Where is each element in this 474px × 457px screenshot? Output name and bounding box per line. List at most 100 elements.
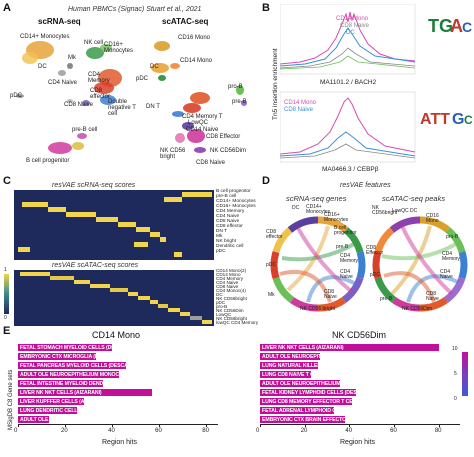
tick-right-2 [349, 424, 351, 427]
b-top-legend-cd8-naive: CD8 Naive [340, 23, 370, 29]
chord-right-label: pre-B [380, 296, 393, 302]
umap-plots [16, 41, 247, 154]
panel-c-colorbar-max: 1 [4, 267, 7, 273]
atac-label-cd8-naive: CD8 Naive [196, 160, 226, 166]
atac-row-label: NK CD56bright [216, 316, 247, 321]
bar-left-7 [18, 407, 77, 414]
panel-e-colorbar-mid: 5 [454, 371, 457, 377]
footprint-bottom [280, 91, 416, 163]
atac-row-label: lowQC CD4 Memory [216, 320, 259, 325]
rna-row-label: CD4 Memory [216, 209, 245, 214]
chord-right-label: NK CD56bright [372, 205, 398, 216]
chord-right [372, 216, 468, 312]
tick-label-right-3: 60 [390, 428, 397, 434]
chord-right-label: DC [410, 208, 418, 214]
bar-label-left-7: LUNG DENDRITIC CELL (TRAVAGLINI) [20, 407, 112, 414]
rna-label-b-cell-progenitor: B cell progenitor [26, 158, 70, 164]
rna-label-cd4-naive: CD4 Naive [48, 80, 78, 86]
chord-right-label: CD8 Effector [366, 245, 384, 256]
tick-left-2 [112, 424, 114, 427]
umap-rna-clusters [16, 41, 122, 154]
panel-e-colorbar-min: 0 [454, 396, 457, 402]
bar-label-right-8: EMBRYONIC CTX BRAIN EFFECTOR T CELL (FAN… [262, 416, 384, 423]
panel-letter-c: C [3, 175, 11, 187]
b-bottom-motif: MA0466.3 / CEBPβ [322, 166, 379, 173]
bar-left-3 [18, 371, 120, 378]
chord-left [270, 216, 366, 312]
panel-c-title-atac: resVAE scATAC-seq scores [52, 262, 139, 269]
panel-e-ylabel: MSigDB C8 Gene sets [8, 369, 14, 430]
rna-label-nk-cell: NK cell [84, 40, 104, 46]
rna-row-label: Dendritic cell [216, 244, 244, 249]
atac-row-label: CD8 Naive [216, 284, 239, 289]
svg-text:ATT: ATT [420, 111, 450, 128]
tick-label-left-3: 60 [155, 428, 162, 434]
tick-right-0 [260, 424, 261, 427]
bar-right-8 [260, 416, 345, 423]
rna-row-label: Mk [216, 234, 223, 239]
atac-label-dc: DC [150, 64, 159, 70]
panel-c-title-rna: resVAE scRNA-seq scores [52, 182, 136, 189]
atac-label-nk-cd56dim: NK CD56Dim [210, 148, 247, 154]
chord-left-label: CD4 Memory [340, 253, 359, 264]
rna-row-label: CD16+ Monocytes [216, 204, 256, 209]
panel-c-colorbar [4, 274, 9, 314]
bar-label-left-6: LIVER KUPFFER CELLS (AIZARANI) [20, 398, 107, 405]
barchart-nk-cd56dim: LIVER NK NKT CELLS (AIZARANI) ADULT OLE N… [260, 342, 460, 424]
chord-right-label: pro-B [446, 234, 459, 240]
tick-label-left-4: 80 [202, 428, 209, 434]
rna-label-cd8-effector: CD8 effector [90, 88, 110, 100]
atac-label-pre-b: pre-B [232, 99, 247, 105]
panel-a-rna-title: scRNA-seq [38, 17, 81, 26]
bar-right-3 [260, 371, 312, 378]
chord-left-label: CD8 effector [266, 229, 283, 240]
atac-row-label: pro-B [216, 304, 228, 309]
svg-text:A: A [450, 16, 463, 36]
motif-logos: TG A C ATT G C [420, 16, 473, 128]
atac-row-label: CD4 Naive [216, 280, 239, 285]
bar-right-4 [260, 380, 341, 387]
bar-left-5 [18, 389, 153, 396]
bar-left-2 [18, 362, 127, 369]
svg-text:C: C [464, 113, 473, 127]
b-bottom-legend-cd8-naive: CD8 Naive [284, 107, 314, 113]
chord-left-label: CD8 Naive [324, 289, 337, 300]
rna-label-dc: DC [38, 64, 47, 70]
bar-right-0 [260, 344, 439, 351]
atac-row-label: DC [216, 292, 223, 297]
rna-row-label: pDC [216, 249, 226, 254]
chord-diagrams [270, 216, 468, 312]
bar-label-left-2: FETAL PANCREAS MYELOID CELLS (DESCARTES) [20, 362, 143, 369]
panel-b-ylabel: Tn5 insertion enrichment [272, 48, 279, 120]
b-bottom-legend-cd14-mono: CD14 Mono [284, 100, 317, 106]
rna-label-cd14-monocytes: CD14+ Monocytes [20, 34, 70, 40]
e-left-xaxis [18, 424, 218, 425]
rna-label-mk: Mk [68, 55, 76, 61]
bar-label-left-1: EMBRYONIC CTX MICROGLIA (FAN) [20, 353, 107, 360]
atac-row-label: LowQC [216, 312, 232, 317]
bar-label-right-4: ADULT OLE NEUROEPITHELIUM NK CELLS (DURA… [262, 380, 397, 387]
bar-right-2 [260, 362, 319, 369]
b-top-motif: MA1101.2 / BACH2 [320, 79, 377, 86]
rna-label-cd4-memory: CD4 Memory [88, 72, 110, 84]
panel-e-right-title: NK CD56Dim [332, 330, 387, 340]
bar-label-right-0: LIVER NK NKT CELLS (AIZARANI) [262, 344, 344, 351]
chord-left-label: B cell progenitor [334, 225, 357, 236]
bar-label-left-0: FETAL STOMACH MYELOID CELLS (DESCARTES) [20, 344, 141, 351]
footprint-plots: TG A C ATT G C [280, 4, 473, 163]
bar-label-right-2: LUNG NATURAL KILLER CELL (TRAVAGLINI) [262, 362, 370, 369]
panel-e-colorbar [462, 352, 468, 396]
chord-left-label: CD4 Naive [340, 269, 353, 280]
tick-label-left-1: 20 [61, 428, 68, 434]
rna-label-cd8-naive: CD8 Naive [64, 102, 94, 108]
bar-label-right-7: FETAL ADRENAL LYMPHOID CELLS (DESCARTES) [262, 407, 385, 414]
chord-left-label: Mk [268, 292, 275, 298]
chord-left-label: DC [292, 205, 300, 211]
panel-letter-d: D [262, 175, 270, 187]
chord-left-label: pDC [266, 262, 277, 268]
atac-label-cd8-effector: CD8 Effector [206, 134, 241, 140]
chord-right-label: CD4 Naive [440, 269, 453, 280]
umap-atac-clusters [151, 41, 247, 153]
atac-label-cd14-mono: CD14 Mono [180, 58, 213, 64]
chord-right-label: LowQC [392, 208, 409, 214]
